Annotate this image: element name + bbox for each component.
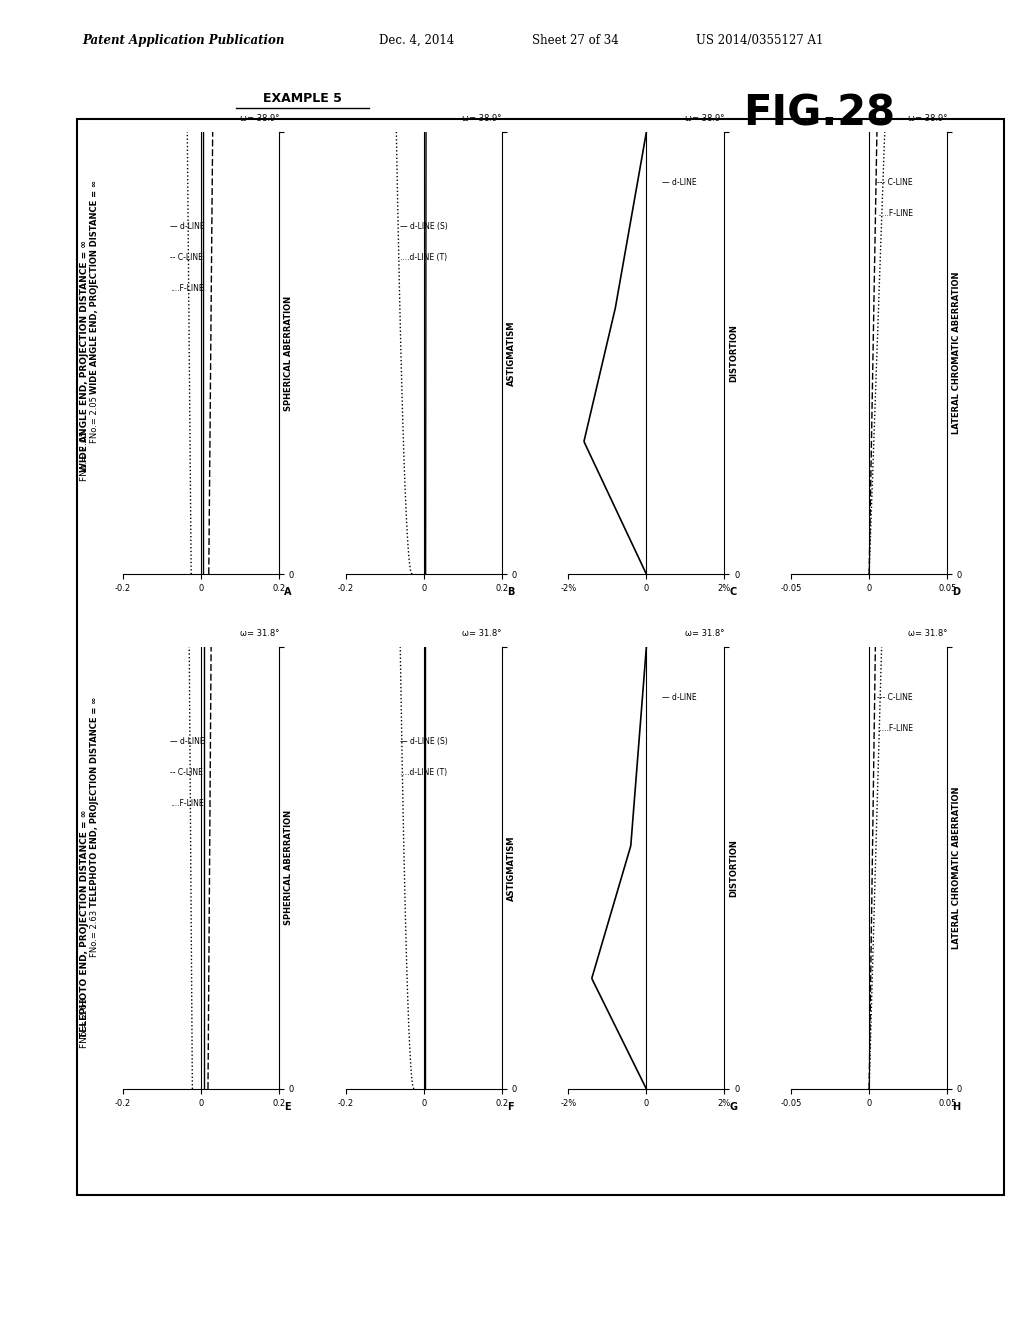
Text: ....F-LINE: ....F-LINE	[170, 284, 204, 293]
Text: -- C-LINE: -- C-LINE	[170, 253, 203, 263]
Text: — d-LINE: — d-LINE	[170, 222, 205, 231]
Text: ω= 31.8°: ω= 31.8°	[240, 628, 280, 638]
Text: US 2014/0355127 A1: US 2014/0355127 A1	[696, 33, 823, 46]
Text: B: B	[507, 587, 514, 598]
Text: WIDE ANGLE END, PROJECTION DISTANCE = ∞: WIDE ANGLE END, PROJECTION DISTANCE = ∞	[81, 240, 89, 473]
Text: ω= 31.8°: ω= 31.8°	[685, 628, 725, 638]
Text: FNo.= 2.05: FNo.= 2.05	[90, 396, 98, 442]
Text: — d-LINE (S): — d-LINE (S)	[400, 737, 449, 746]
Text: DISTORTION: DISTORTION	[729, 840, 738, 896]
Text: ω= 31.8°: ω= 31.8°	[908, 628, 947, 638]
Text: G: G	[729, 1102, 737, 1113]
Text: — d-LINE: — d-LINE	[170, 737, 205, 746]
Text: D: D	[952, 587, 961, 598]
Text: ....d-LINE (T): ....d-LINE (T)	[400, 768, 447, 777]
Text: DISTORTION: DISTORTION	[729, 325, 738, 381]
Text: SPHERICAL ABERRATION: SPHERICAL ABERRATION	[285, 810, 293, 925]
Text: Patent Application Publication: Patent Application Publication	[82, 33, 285, 46]
Text: Sheet 27 of 34: Sheet 27 of 34	[532, 33, 620, 46]
Text: --- C-LINE: --- C-LINE	[877, 693, 912, 702]
Text: SPHERICAL ABERRATION: SPHERICAL ABERRATION	[285, 296, 293, 411]
Text: Dec. 4, 2014: Dec. 4, 2014	[379, 33, 454, 46]
Text: FNo.= 2.05: FNo.= 2.05	[81, 430, 89, 480]
Text: C: C	[729, 587, 737, 598]
Text: .....F-LINE: .....F-LINE	[877, 209, 913, 218]
Text: A: A	[285, 587, 292, 598]
Text: ....d-LINE (T): ....d-LINE (T)	[400, 253, 447, 263]
Text: LATERAL CHROMATIC ABERRATION: LATERAL CHROMATIC ABERRATION	[952, 272, 962, 434]
Text: ω= 31.8°: ω= 31.8°	[463, 628, 502, 638]
Text: FNo.= 2.63: FNo.= 2.63	[90, 911, 98, 957]
Text: -- C-LINE: -- C-LINE	[170, 768, 203, 777]
Text: ASTIGMATISM: ASTIGMATISM	[507, 836, 516, 900]
Text: ω= 38.9°: ω= 38.9°	[240, 114, 280, 123]
Text: ω= 38.9°: ω= 38.9°	[908, 114, 947, 123]
Text: .....F-LINE: .....F-LINE	[877, 723, 913, 733]
Text: ω= 38.9°: ω= 38.9°	[463, 114, 502, 123]
Text: H: H	[952, 1102, 961, 1113]
Text: LATERAL CHROMATIC ABERRATION: LATERAL CHROMATIC ABERRATION	[952, 787, 962, 949]
Text: WIDE ANGLE END, PROJECTION DISTANCE = ∞: WIDE ANGLE END, PROJECTION DISTANCE = ∞	[90, 180, 98, 395]
Text: F: F	[507, 1102, 513, 1113]
Text: — d-LINE (S): — d-LINE (S)	[400, 222, 449, 231]
Text: ω= 38.9°: ω= 38.9°	[685, 114, 725, 123]
Text: TELEPHOTO END, PROJECTION DISTANCE = ∞: TELEPHOTO END, PROJECTION DISTANCE = ∞	[90, 697, 98, 907]
Text: EXAMPLE 5: EXAMPLE 5	[262, 92, 342, 106]
Text: — d-LINE: — d-LINE	[663, 693, 696, 702]
Text: FIG.28: FIG.28	[743, 92, 895, 135]
Text: — d-LINE: — d-LINE	[663, 178, 696, 187]
Text: TELEPHOTO END, PROJECTION DISTANCE = ∞: TELEPHOTO END, PROJECTION DISTANCE = ∞	[81, 810, 89, 1038]
Text: --- C-LINE: --- C-LINE	[877, 178, 912, 187]
Text: ....F-LINE: ....F-LINE	[170, 799, 204, 808]
Text: FNo.= 2.63: FNo.= 2.63	[81, 998, 89, 1048]
Text: ASTIGMATISM: ASTIGMATISM	[507, 321, 516, 385]
Text: E: E	[285, 1102, 291, 1113]
